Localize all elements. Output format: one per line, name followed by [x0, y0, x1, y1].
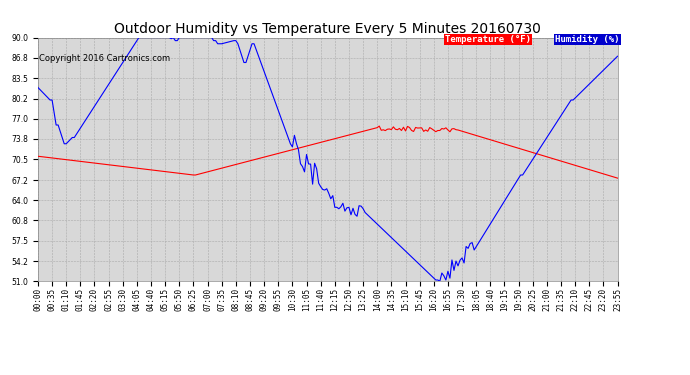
Text: Temperature (°F): Temperature (°F) [445, 35, 531, 44]
Text: Copyright 2016 Cartronics.com: Copyright 2016 Cartronics.com [39, 54, 170, 63]
Title: Outdoor Humidity vs Temperature Every 5 Minutes 20160730: Outdoor Humidity vs Temperature Every 5 … [115, 22, 541, 36]
Text: Humidity (%): Humidity (%) [555, 35, 620, 44]
